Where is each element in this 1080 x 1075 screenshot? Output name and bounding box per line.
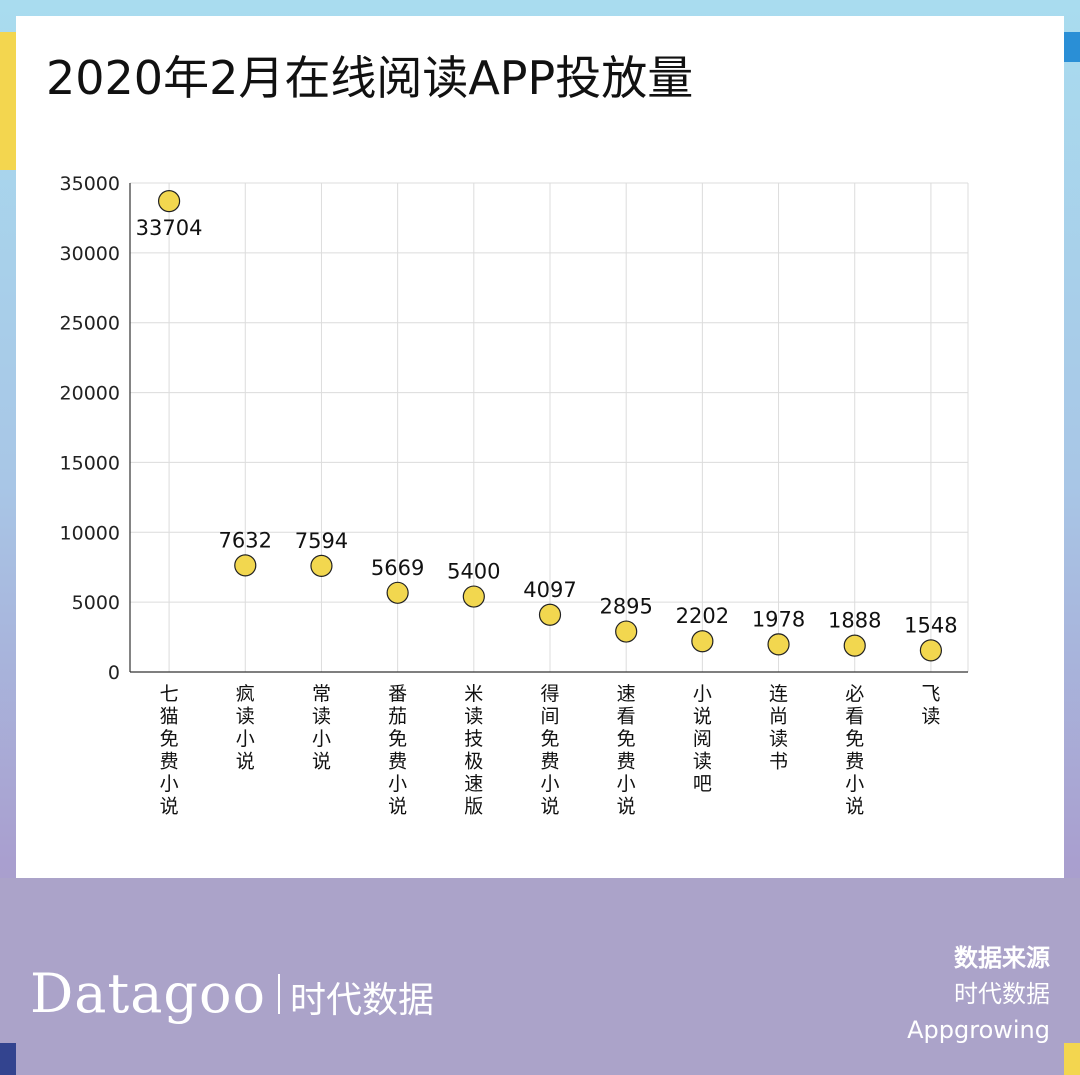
data-point: [157, 190, 181, 213]
source-line: 时代数据: [954, 980, 1050, 1008]
y-tick-label: 0: [108, 662, 120, 684]
x-tick-label: 飞读: [921, 683, 940, 728]
x-tick-label: 连尚读书: [769, 683, 788, 773]
data-point: [462, 585, 485, 608]
data-label: 2202: [676, 604, 729, 628]
x-tick-label: 得间免费小说: [540, 683, 559, 818]
accent-bar: [1064, 1043, 1080, 1075]
chart-title: 2020年2月在线阅读APP投放量: [46, 51, 694, 105]
x-tick-label: 小说阅读吧: [693, 683, 712, 795]
data-label: 7594: [295, 529, 348, 553]
source-label: 数据来源: [954, 944, 1050, 972]
data-point: [767, 633, 790, 656]
data-label: 5669: [371, 556, 424, 580]
data-label: 2895: [599, 595, 652, 619]
data-label: 33704: [136, 216, 203, 240]
data-point: [234, 554, 257, 577]
y-tick-label: 25000: [60, 313, 120, 335]
data-point: [691, 630, 714, 653]
x-tick-label: 速看免费小说: [617, 683, 636, 818]
x-tick-label: 常读小说: [312, 683, 331, 773]
x-tick-label: 米读技极速版: [464, 683, 483, 818]
accent-bar: [0, 32, 16, 170]
data-label: 1978: [752, 607, 805, 631]
x-tick-label: 疯读小说: [236, 683, 255, 773]
data-point: [310, 554, 333, 578]
data-label: 1548: [904, 613, 957, 637]
data-point: [919, 639, 943, 662]
y-tick-label: 30000: [60, 243, 120, 265]
footer-band: [0, 878, 1080, 1075]
source-line: Appgrowing: [907, 1016, 1050, 1044]
brand-divider: [277, 973, 280, 1014]
data-point: [843, 634, 866, 657]
data-point: [538, 603, 562, 626]
data-point: [615, 620, 638, 643]
data-label: 7632: [219, 528, 272, 552]
brand-logo: Datagoo 时代数据: [30, 962, 434, 1025]
scatter-chart: 0 5000 10000 15000 20000 25000 30000 35000 33704…: [60, 173, 969, 818]
brand-name-en: Datagoo: [30, 962, 266, 1025]
y-tick-label: 35000: [60, 173, 120, 195]
y-tick-label: 5000: [72, 592, 120, 614]
chart-card: [16, 16, 1064, 878]
data-label: 5400: [447, 560, 500, 584]
data-source: 数据来源 时代数据 Appgrowing: [907, 940, 1050, 1048]
y-tick-label: 20000: [60, 383, 120, 405]
y-tick-label: 15000: [60, 452, 120, 474]
x-tick-label: 必看免费小说: [845, 683, 864, 818]
data-point: [386, 581, 409, 604]
accent-bar: [1064, 32, 1080, 62]
brand-name-cn: 时代数据: [289, 980, 434, 1021]
accent-bar: [0, 1043, 16, 1075]
y-tick-label: 10000: [60, 522, 120, 544]
data-label: 4097: [523, 578, 576, 602]
x-tick-label: 七猫免费小说: [160, 683, 179, 818]
x-tick-label: 番茄免费小说: [388, 683, 407, 818]
data-label: 1888: [828, 609, 881, 633]
